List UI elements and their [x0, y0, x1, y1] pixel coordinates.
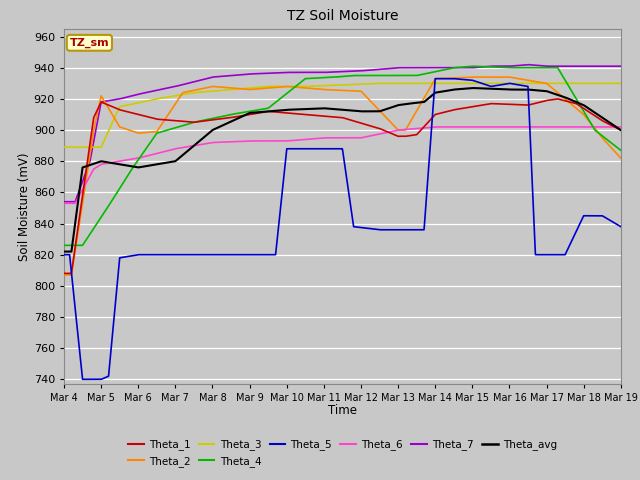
- Text: TZ_sm: TZ_sm: [70, 37, 109, 48]
- X-axis label: Time: Time: [328, 405, 357, 418]
- Title: TZ Soil Moisture: TZ Soil Moisture: [287, 10, 398, 24]
- Y-axis label: Soil Moisture (mV): Soil Moisture (mV): [18, 152, 31, 261]
- Legend: Theta_1, Theta_2, Theta_3, Theta_4, Theta_5, Theta_6, Theta_7, Theta_avg: Theta_1, Theta_2, Theta_3, Theta_4, Thet…: [124, 435, 561, 471]
